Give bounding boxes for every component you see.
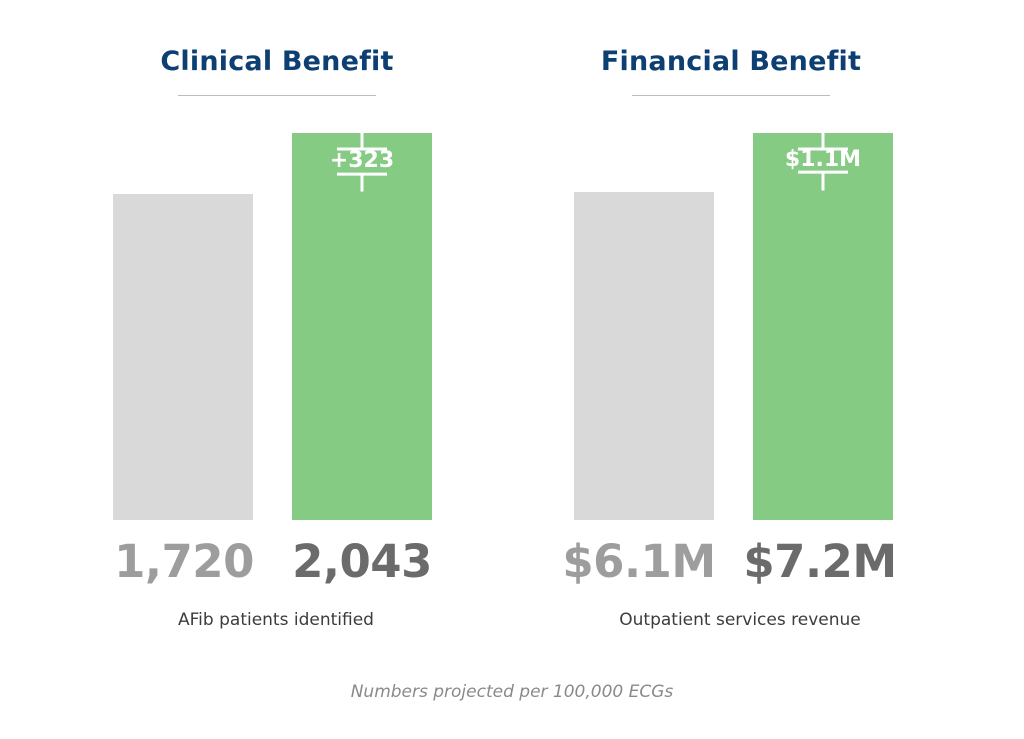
financial-caption: Outpatient services revenue bbox=[619, 610, 861, 630]
footnote: Numbers projected per 100,000 ECGs bbox=[350, 682, 674, 702]
financial-baseline-value: $6.1M bbox=[562, 535, 716, 588]
clinical-caption: AFib patients identified bbox=[178, 610, 374, 630]
financial-difference-label: $1.1M bbox=[784, 146, 862, 172]
financial-baseline-bar bbox=[574, 192, 714, 520]
financial-title-divider bbox=[632, 95, 830, 96]
clinical-difference-label: +323 bbox=[329, 147, 395, 173]
financial-improved-bar bbox=[753, 133, 893, 520]
clinical-improved-bar bbox=[292, 133, 432, 520]
clinical-benefit-title: Clinical Benefit bbox=[160, 46, 394, 77]
clinical-baseline-bar bbox=[113, 194, 253, 520]
financial-benefit-title: Financial Benefit bbox=[600, 46, 862, 77]
financial-improved-value: $7.2M bbox=[743, 535, 897, 588]
clinical-improved-value: 2,043 bbox=[292, 535, 432, 588]
clinical-baseline-value: 1,720 bbox=[114, 535, 254, 588]
clinical-title-divider bbox=[178, 95, 376, 96]
